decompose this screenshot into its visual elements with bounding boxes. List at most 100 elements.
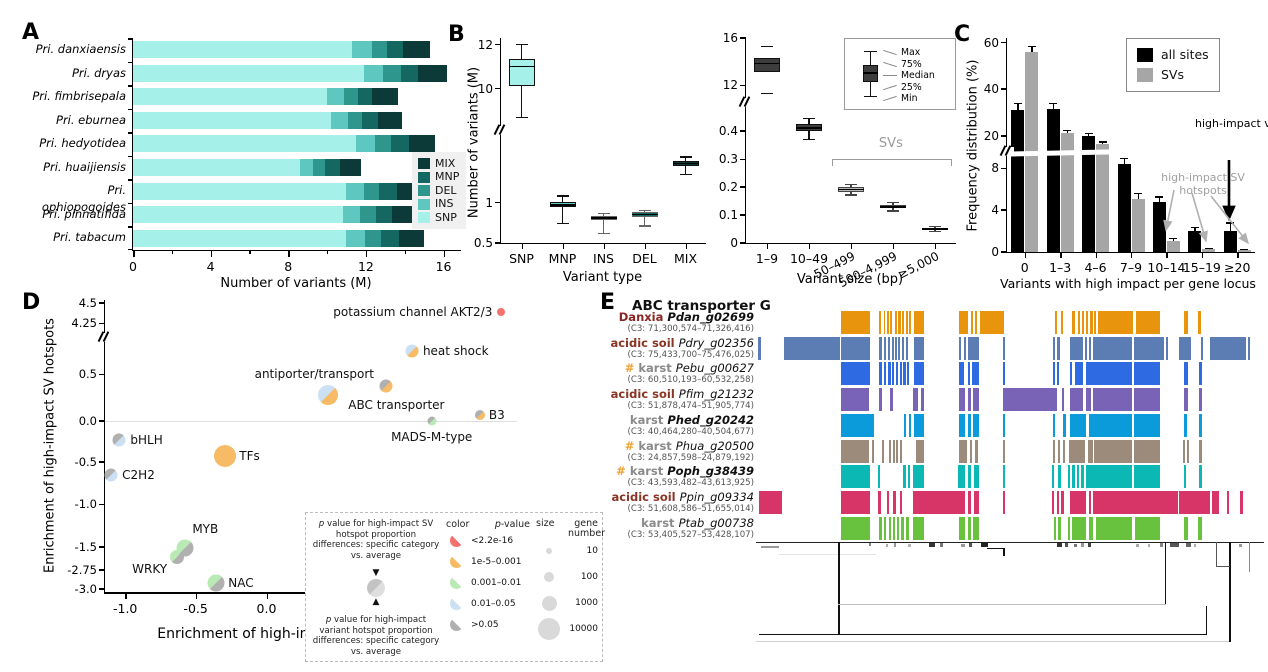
track-segment [963, 336, 967, 360]
track-segment [916, 439, 924, 463]
size-circle [546, 548, 552, 554]
point-label: WRKY [132, 561, 168, 576]
track-segment [1184, 362, 1189, 386]
track-segment [1182, 439, 1185, 463]
track-segment [968, 516, 971, 540]
pvalue-swatch [450, 576, 463, 589]
habitat-label: karst [638, 438, 676, 453]
size-legend-row: 1000 [536, 590, 598, 616]
y-axis-tick [495, 87, 501, 90]
x-tick-label: 0 [129, 259, 137, 274]
sample-circle [367, 579, 385, 597]
whisker-cap [887, 210, 899, 212]
track-segment [1212, 490, 1219, 514]
y-axis-tick [128, 202, 133, 205]
y-axis-tick [128, 85, 133, 87]
track-segment [1051, 490, 1055, 514]
bar-segment [400, 64, 419, 82]
species-label: Pri. pinnatifida [42, 206, 126, 221]
track-segment [958, 311, 969, 334]
gene-track [756, 465, 1264, 489]
hash-icon: # [616, 464, 630, 479]
gene-coordinates: (C3: 53,405,527–53,428,107) [627, 529, 754, 540]
track-segment [968, 388, 971, 412]
bubble-legend: p value for high-impact SV hotspot propo… [305, 512, 605, 662]
track-segment [879, 516, 882, 540]
x-axis-tick [521, 244, 523, 249]
track-segment [1134, 413, 1160, 437]
track-segment [1072, 465, 1075, 489]
bar [1011, 110, 1025, 252]
whisker-line [561, 195, 564, 224]
y-axis-tick [99, 420, 105, 422]
gene-track-row: karst Phed_g20242 (C3: 40,464,280–40,504,… [598, 413, 1268, 439]
tree-line [1065, 543, 1068, 547]
gene-track [756, 439, 1264, 463]
y-axis-tick [128, 155, 133, 158]
x-axis-minor-tick [171, 250, 173, 254]
x-axis-tick [767, 244, 769, 249]
point-label: B3 [488, 408, 505, 423]
whisker-cap [929, 230, 941, 232]
panel-a-xlabel: Number of variants (M) [220, 276, 372, 291]
median-line [796, 127, 822, 129]
y-axis-tick [128, 226, 133, 228]
error-bar-cap [1027, 45, 1036, 48]
whisker-cap [929, 225, 941, 227]
track-segment [1086, 465, 1132, 489]
size-circle [541, 595, 557, 611]
median-line [838, 188, 864, 191]
gene-id: Pdry_g02356 [678, 335, 754, 350]
gene-track [756, 311, 1264, 334]
whisker-cap [803, 139, 815, 141]
bar-segment [356, 135, 375, 153]
track-segment [1069, 490, 1087, 514]
y-axis-tick [740, 130, 746, 133]
bar-segment [342, 206, 361, 224]
track-segment [970, 311, 973, 334]
track-segment [1087, 439, 1093, 463]
error-bar-cap [1134, 193, 1142, 195]
track-segment [905, 336, 909, 360]
bar-segment [379, 182, 397, 200]
y-tick-label: 40 [983, 82, 999, 97]
track-segment [891, 336, 894, 360]
x-tick-label: 0 [1020, 260, 1029, 275]
x-tick-label: 12 [357, 259, 374, 274]
track-segment [974, 490, 979, 514]
track-segment [840, 388, 869, 412]
track-segment [759, 490, 782, 514]
bar-segment [352, 41, 372, 59]
key-median [863, 72, 878, 74]
error-bar-line [1137, 193, 1139, 199]
point-label: heat shock [422, 344, 489, 359]
gene-label: acidic soil Pfim_g21232 (C3: 51,878,474–5… [598, 388, 756, 412]
size-label: 1000 [575, 598, 598, 608]
point-label: bHLH [130, 433, 163, 448]
bar-segment [346, 229, 365, 247]
boxplot-key: Max 75% Median 25% Min [844, 38, 956, 110]
track-segment [968, 413, 971, 437]
bar-segment [363, 64, 384, 82]
track-segment [958, 362, 964, 386]
track-segment [1067, 465, 1071, 489]
legend-swatch [418, 171, 430, 183]
tree-line [940, 543, 944, 547]
track-segment [892, 362, 895, 386]
whisker-cap [638, 225, 651, 227]
y-tick-label: 12 [477, 37, 493, 52]
track-segment [1056, 362, 1060, 386]
legend-swatch [418, 185, 430, 197]
bar-segment [133, 229, 347, 247]
x-axis-tick [1024, 253, 1027, 258]
legend-label: DEL [435, 183, 457, 197]
track-segment [840, 336, 871, 360]
y-axis-tick [740, 214, 746, 216]
median-line [754, 62, 780, 65]
scatter-point [379, 379, 393, 393]
track-segment [1089, 516, 1093, 540]
bar-segment [299, 158, 314, 176]
track-segment [913, 336, 924, 360]
gene-id: Ptab_g00738 [678, 515, 754, 530]
gene-track [756, 362, 1264, 386]
